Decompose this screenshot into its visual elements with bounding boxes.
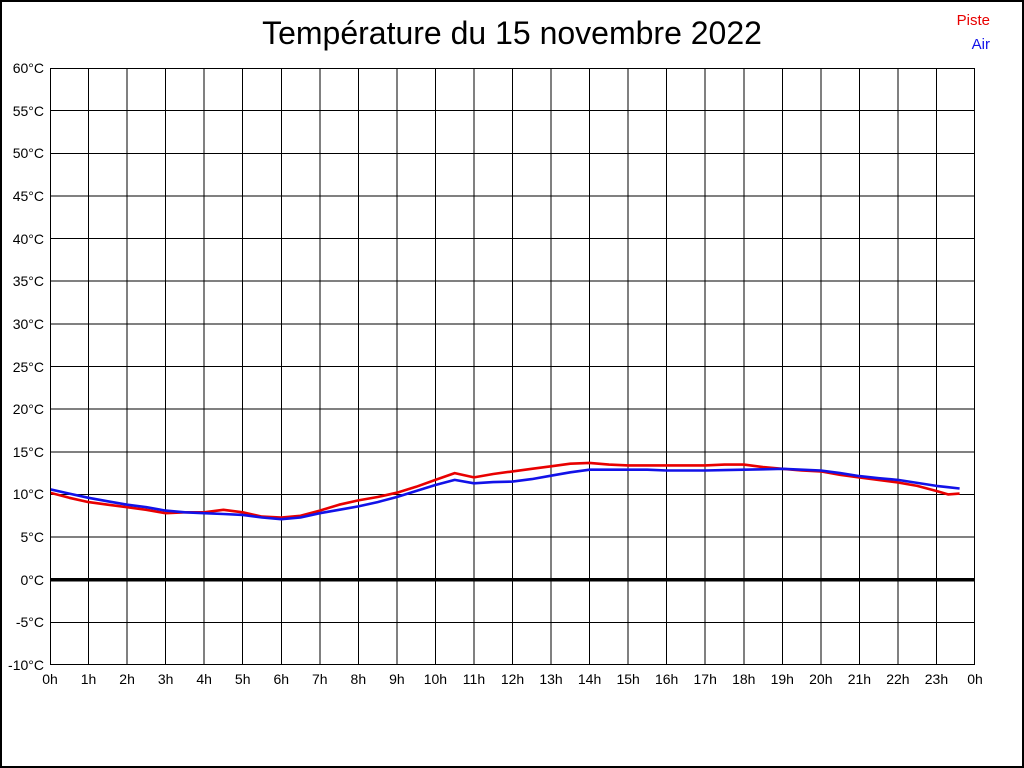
x-tick-label: 3h	[157, 671, 174, 687]
x-tick-label: 23h	[924, 671, 949, 687]
x-tick-label: 1h	[80, 671, 97, 687]
legend-item-air: Air	[971, 36, 990, 53]
y-tick-label: 30°C	[12, 315, 44, 332]
x-tick-label: 6h	[273, 671, 290, 687]
y-tick-label: 10°C	[12, 486, 44, 503]
x-tick-label: 11h	[462, 671, 486, 687]
x-tick-label: 7h	[311, 671, 328, 687]
x-tick-label: 20h	[809, 671, 833, 687]
plot-area	[50, 68, 975, 665]
x-tick-label: 5h	[234, 671, 251, 687]
chart-title: Température du 15 novembre 2022	[262, 15, 762, 51]
x-tick-label: 2h	[119, 671, 135, 687]
x-tick-label: 4h	[196, 671, 212, 687]
y-tick-label: 60°C	[12, 60, 44, 76]
x-tick-label: 15h	[616, 671, 640, 687]
y-tick-label: 45°C	[12, 187, 44, 204]
x-tick-label: 17h	[693, 671, 717, 687]
x-tick-label: 19h	[770, 671, 794, 687]
y-tick-label: 15°C	[12, 443, 44, 460]
x-tick-label: 8h	[350, 671, 367, 687]
x-tick-label: 10h	[423, 671, 448, 687]
legend-item-piste: Piste	[956, 12, 990, 29]
y-tick-label: 40°C	[12, 230, 44, 247]
y-tick-label: 5°C	[20, 529, 45, 546]
y-tick-label: 25°C	[12, 358, 44, 375]
y-tick-label: -10°C	[8, 657, 44, 673]
y-tick-label: 55°C	[12, 102, 44, 119]
x-tick-label: 0h	[42, 671, 58, 687]
x-tick-label: 13h	[539, 671, 563, 687]
chart-legend: Piste Air	[957, 12, 990, 60]
x-tick-label: 12h	[500, 671, 525, 687]
y-tick-label: 35°C	[12, 273, 44, 290]
x-tick-label: 22h	[886, 671, 910, 687]
x-tick-label: 9h	[389, 671, 405, 687]
y-tick-label: 20°C	[12, 401, 44, 418]
x-tick-label: 16h	[654, 671, 679, 687]
y-tick-label: -5°C	[15, 614, 44, 631]
x-tick-label: 21h	[847, 671, 872, 687]
x-tick-label: 0h	[967, 671, 983, 687]
y-tick-label: 0°C	[20, 571, 45, 588]
y-tick-label: 50°C	[12, 145, 44, 162]
x-tick-label: 14h	[577, 671, 602, 687]
x-tick-label: 18h	[732, 671, 756, 687]
